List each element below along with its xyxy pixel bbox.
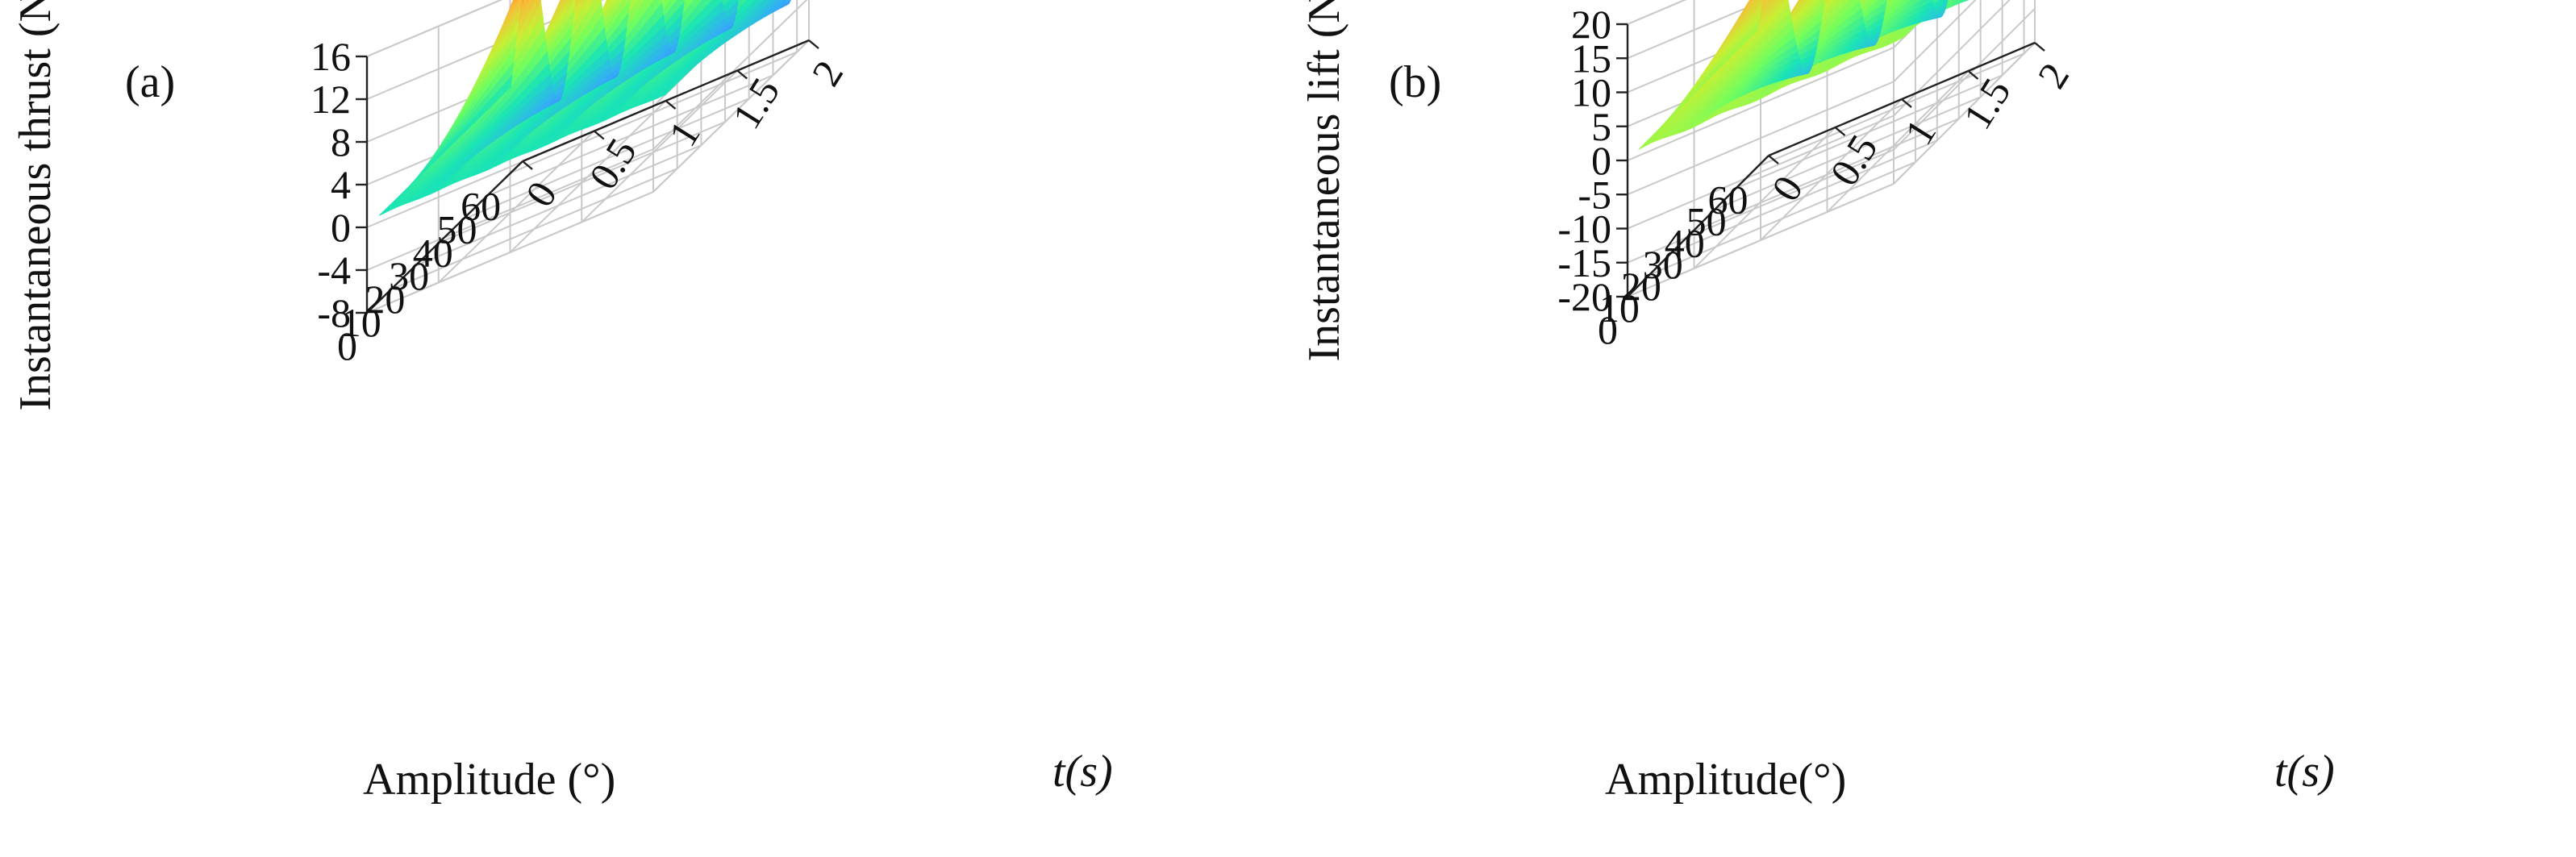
grid-line xyxy=(438,130,595,284)
grid-line xyxy=(366,0,503,57)
grid-line xyxy=(509,100,667,253)
grid-line xyxy=(652,40,810,193)
panel-0-surface xyxy=(378,0,791,216)
grid-line xyxy=(581,69,738,223)
